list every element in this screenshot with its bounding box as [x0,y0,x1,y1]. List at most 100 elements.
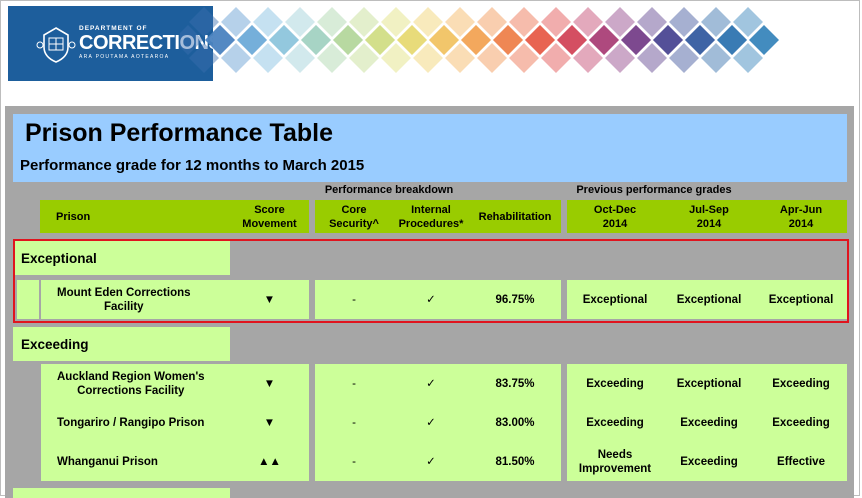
internal-procedures-check-icon: ✓ [393,364,469,403]
diamond-shape [525,25,555,55]
page-subtitle: Performance grade for 12 months to March… [20,157,365,174]
diamond-shape [301,25,331,55]
grade-oct-dec-line2: Improvement [578,462,652,475]
diamond-shape [461,25,491,55]
column-header-core-line1: Core [341,203,367,216]
diamond-shape [461,25,491,55]
diamond-shape [637,43,667,73]
core-security-value: - [315,364,393,403]
section-label-exceeding: Exceeding [21,336,89,352]
grade-apr-jun: Exceeding [755,403,847,442]
diamond-shape [285,43,315,73]
section-label-exceptional: Exceptional [21,250,97,266]
diamond-shape [445,43,475,73]
diamond-shape [333,25,363,55]
diamond-shape [221,43,251,73]
diamond-shape [541,7,571,37]
grade-apr-jun: Exceptional [755,280,847,319]
diamond-shape [301,25,331,55]
diamond-shape [509,43,539,73]
diamond-shape [429,25,459,55]
prison-name-line2: Corrections Facility [77,384,185,397]
diamond-shape [253,7,283,37]
grade-oct-dec: Exceeding [567,364,663,403]
column-header-core-line2: Security^ [329,217,379,230]
diamond-shape [621,25,651,55]
diamond-shape [669,7,699,37]
diamond-shape [221,7,251,37]
diamond-shape [317,7,347,37]
group-header-previous: Previous performance grades [576,184,732,196]
core-security-value: - [315,442,393,481]
logo-org-sub: ARA POUTAMA AOTEAROA [79,54,170,60]
column-header-prison-label: Prison [56,210,91,223]
internal-procedures-check-icon: ✓ [393,280,469,319]
grade-oct-dec-text: Exceptional [582,293,648,306]
column-header-internal-line1: Internal [411,203,451,216]
grade-oct-dec-text: Exceeding [586,377,644,390]
grade-oct-dec: Exceeding [567,403,663,442]
grade-oct-dec-text: Exceeding [586,416,644,429]
diamond-shape [269,25,299,55]
diamond-shape [621,25,651,55]
diamond-shape [733,43,763,73]
diamond-shape [397,25,427,55]
corrections-logo-banner: DEPARTMENT OF CORRECTIONS ARA POUTAMA AO… [8,6,222,81]
prison-name: Auckland Region Women's Corrections Facil… [41,364,230,403]
diamond-shape [701,43,731,73]
diamond-shape [237,25,267,55]
diamond-shape [493,25,523,55]
grade-jul-sep: Exceptional [663,280,755,319]
prison-name-line1: Whanganui Prison [57,455,158,468]
diamond-shape [253,43,283,73]
grade-jul-sep: Exceeding [663,403,755,442]
internal-procedures-check-icon: ✓ [393,403,469,442]
core-security-value: - [315,403,393,442]
column-header-internal-line2: Procedures* [398,217,464,230]
diamond-shape [333,25,363,55]
grade-apr-jun: Effective [755,442,847,481]
title-box [13,114,847,182]
diamond-shape [205,25,235,55]
diamond-shape [749,25,779,55]
highlight-box [13,239,849,323]
diamond-shape [237,25,267,55]
row-stub [17,280,39,319]
diamond-shape [381,43,411,73]
grade-jul-sep: Exceptional [663,364,755,403]
column-header-oct-dec: Oct-Dec 2014 [567,200,663,233]
logo-text: DEPARTMENT OF CORRECTIONS ARA POUTAMA AO… [79,25,222,60]
diamond-shape [493,25,523,55]
rehabilitation-value: 96.75% [469,280,561,319]
rehabilitation-value: 81.50% [469,442,561,481]
column-header-p1-line2: 2014 [602,217,628,230]
score-movement-up-icon: ▲▲ [230,442,309,481]
grade-oct-dec: Needs Improvement [567,442,663,481]
score-movement-down-icon: ▼ [230,280,309,319]
diamond-shape [525,25,555,55]
column-header-score-line2: Movement [242,217,297,230]
prison-name-line1: Tongariro / Rangipo Prison [57,416,205,429]
diamond-shape [349,7,379,37]
diamond-shape [349,43,379,73]
crest-icon [36,27,76,63]
score-movement-down-icon: ▼ [230,364,309,403]
row-stub [13,364,40,481]
diamond-shape [413,7,443,37]
page-title: Prison Performance Table [25,119,333,147]
diamond-shape [669,43,699,73]
logo-org-top: DEPARTMENT OF [79,25,148,32]
diamond-shape [189,43,219,73]
diamond-shape [733,7,763,37]
diamond-shape [589,25,619,55]
diamond-shape [717,25,747,55]
column-header-rehab-label: Rehabilitation [478,210,552,223]
diamond-shape [653,25,683,55]
diamond-shape [605,43,635,73]
prison-name-line2: Facility [103,300,144,313]
diamond-shape [701,7,731,37]
diamond-shape [573,43,603,73]
diamond-shape [685,25,715,55]
diamond-shape [180,25,203,55]
diamond-shape [365,25,395,55]
